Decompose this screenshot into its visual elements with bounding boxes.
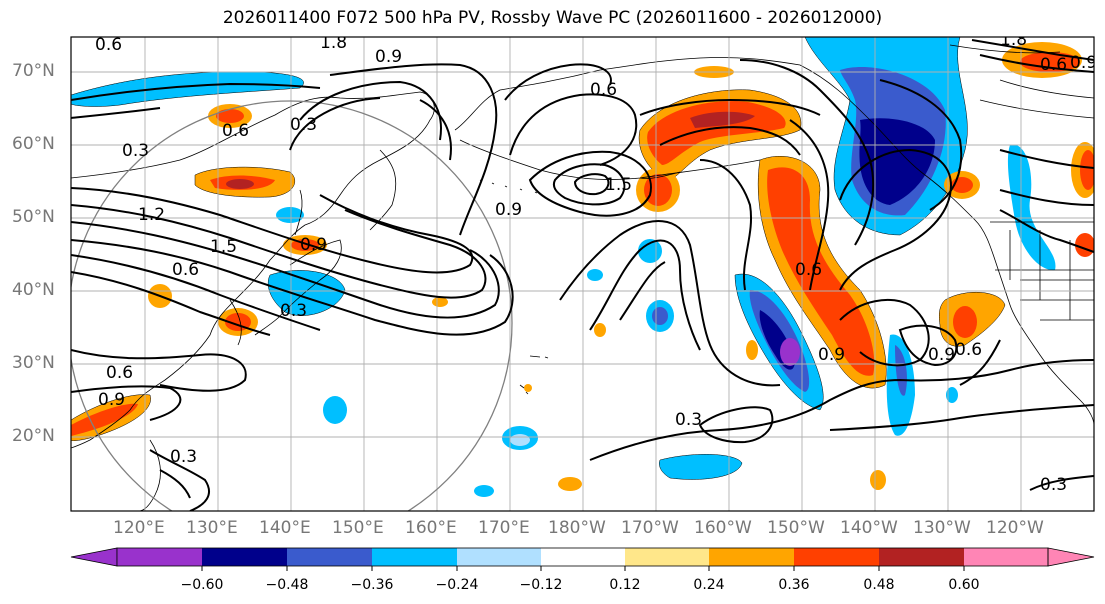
svg-text:0.3: 0.3 <box>122 141 149 161</box>
svg-text:0.6: 0.6 <box>172 260 199 280</box>
svg-text:0.3: 0.3 <box>170 447 197 467</box>
svg-text:0.6: 0.6 <box>222 121 249 141</box>
svg-text:0.9: 0.9 <box>818 345 845 365</box>
lon-label-120w: 120°W <box>986 518 1044 538</box>
svg-text:0.3: 0.3 <box>1040 475 1067 495</box>
svg-text:1.8: 1.8 <box>320 33 347 53</box>
svg-text:0.3: 0.3 <box>675 410 702 430</box>
lon-label-170w: 170°W <box>621 518 679 538</box>
svg-text:0.3: 0.3 <box>280 301 307 321</box>
lat-label-20n: 20°N <box>12 426 55 446</box>
colorbar-tick-label: 0.24 <box>693 577 725 593</box>
radius-circle <box>71 100 513 511</box>
lon-label-150w: 150°W <box>767 518 825 538</box>
lon-label-120e: 120°E <box>113 518 165 538</box>
svg-text:1.5: 1.5 <box>210 237 237 257</box>
colorbar-tick-label: 0.12 <box>609 577 641 593</box>
lat-label-30n: 30°N <box>12 353 55 373</box>
colorbar-tick-label: −0.48 <box>265 577 309 593</box>
svg-text:1.8: 1.8 <box>1000 30 1027 50</box>
pv-contours <box>71 39 1094 511</box>
svg-text:0.6: 0.6 <box>955 340 982 360</box>
lon-label-130e: 130°E <box>186 518 238 538</box>
colorbar-tick-label: 0.36 <box>778 577 810 593</box>
svg-text:0.6: 0.6 <box>590 80 617 100</box>
colorbar-tick-label: −0.12 <box>519 577 563 593</box>
lon-label-170e: 170°E <box>478 518 530 538</box>
lon-label-160e: 160°E <box>405 518 457 538</box>
shading-layer <box>71 37 1094 497</box>
colorbar-tick-label: −0.36 <box>350 577 394 593</box>
svg-text:0.6: 0.6 <box>95 35 122 55</box>
graticule <box>71 37 1094 511</box>
svg-text:1.2: 1.2 <box>138 205 165 225</box>
svg-text:0.6: 0.6 <box>1040 55 1067 75</box>
colorbar-tick-label: 0.48 <box>863 577 895 593</box>
svg-text:0.9: 0.9 <box>375 47 402 67</box>
lon-label-150e: 150°E <box>332 518 384 538</box>
lon-label-140w: 140°W <box>840 518 898 538</box>
svg-text:0.6: 0.6 <box>795 260 822 280</box>
lon-label-130w: 130°W <box>913 518 971 538</box>
svg-text:0.3: 0.3 <box>290 115 317 135</box>
contour-labels: 0.6 0.9 1.8 0.6 0.3 0.3 0.6 0.9 1.5 1.2 … <box>95 30 1097 495</box>
svg-text:0.9: 0.9 <box>495 200 522 220</box>
lon-label-140e: 140°E <box>259 518 311 538</box>
map-title: 2026011400 F072 500 hPa PV, Rossby Wave … <box>222 8 883 28</box>
svg-text:1.5: 1.5 <box>605 175 632 195</box>
colorbar-tick-label: −0.24 <box>435 577 479 593</box>
colorbar <box>70 547 1095 571</box>
lat-label-60n: 60°N <box>12 134 55 154</box>
svg-text:0.9: 0.9 <box>1070 53 1097 73</box>
svg-text:0.9: 0.9 <box>928 345 955 365</box>
svg-text:0.6: 0.6 <box>106 363 133 383</box>
svg-text:0.9: 0.9 <box>300 235 327 255</box>
lat-label-70n: 70°N <box>12 61 55 81</box>
lon-label-180w: 180°W <box>548 518 606 538</box>
colorbar-tick-label: 0.60 <box>948 577 980 593</box>
colorbar-tick-label: −0.60 <box>180 577 224 593</box>
lon-label-160w: 160°W <box>694 518 752 538</box>
lat-label-40n: 40°N <box>12 280 55 300</box>
svg-text:0.9: 0.9 <box>98 390 125 410</box>
lat-label-50n: 50°N <box>12 207 55 227</box>
plot-frame <box>70 36 1095 512</box>
